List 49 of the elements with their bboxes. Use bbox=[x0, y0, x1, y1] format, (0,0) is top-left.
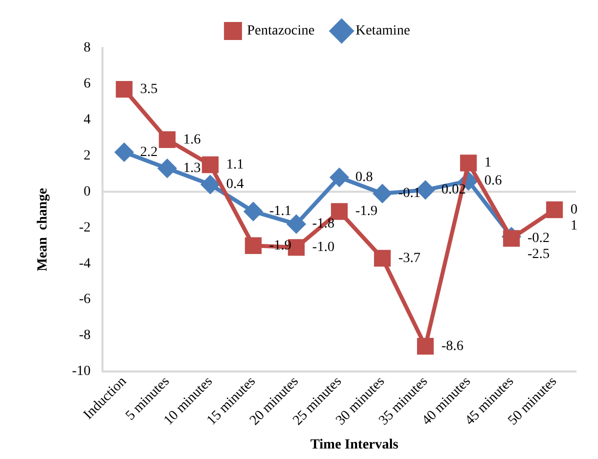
y-axis-title: Mean change bbox=[35, 188, 50, 272]
point bbox=[373, 184, 392, 203]
y-tick-label: 8 bbox=[84, 40, 91, 56]
point bbox=[244, 202, 262, 220]
point bbox=[115, 143, 134, 162]
point bbox=[202, 156, 219, 174]
annotation: -1.1 bbox=[269, 204, 292, 220]
point bbox=[417, 338, 434, 355]
x-axis-title: Time Intervals bbox=[310, 438, 399, 453]
point bbox=[330, 168, 348, 186]
y-tick-label: -6 bbox=[78, 292, 91, 308]
annotation: -2.5 bbox=[527, 247, 550, 262]
point bbox=[244, 237, 262, 254]
y-tick-label: -10 bbox=[72, 364, 91, 380]
annotation: 0.8 bbox=[355, 170, 373, 186]
point bbox=[374, 250, 391, 267]
y-tick-label: -8 bbox=[78, 328, 91, 344]
annotation: -8.6 bbox=[441, 338, 464, 354]
annotation: 1 bbox=[570, 218, 578, 234]
annotation: 1.6 bbox=[183, 132, 201, 148]
legend-label: Pentazocine bbox=[246, 24, 315, 39]
point bbox=[158, 131, 176, 148]
annotation: -3.7 bbox=[398, 250, 421, 266]
annotation: 3.5 bbox=[140, 82, 158, 97]
y-tick-label: 0 bbox=[84, 184, 91, 200]
point bbox=[503, 230, 520, 247]
annotation: -1.0 bbox=[312, 240, 334, 256]
point bbox=[116, 80, 133, 98]
annotation: 0.6 bbox=[484, 174, 502, 189]
annotation: -0.2 bbox=[527, 231, 550, 246]
point bbox=[546, 201, 563, 218]
annotation: 0 bbox=[570, 202, 578, 218]
y-tick-label: 4 bbox=[84, 112, 91, 128]
annotation: 1.1 bbox=[226, 157, 244, 172]
y-tick-label: 2 bbox=[84, 148, 91, 164]
y-tick-label: 6 bbox=[84, 76, 91, 92]
point bbox=[158, 159, 176, 178]
point bbox=[201, 176, 220, 194]
annotation: 2.2 bbox=[140, 144, 158, 160]
point bbox=[287, 215, 306, 234]
annotation: 1.3 bbox=[183, 161, 201, 176]
point bbox=[460, 154, 477, 172]
y-tick-label: -4 bbox=[78, 256, 91, 272]
annotation: 0.4 bbox=[226, 177, 244, 192]
point bbox=[330, 203, 348, 220]
legend-label: Ketamine bbox=[356, 24, 410, 39]
annotation: -1.9 bbox=[355, 204, 378, 220]
y-tick-label: -2 bbox=[78, 220, 91, 236]
annotation: 1 bbox=[484, 156, 492, 171]
